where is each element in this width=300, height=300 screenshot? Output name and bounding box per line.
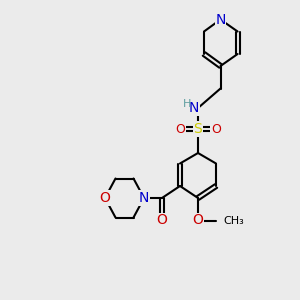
Text: O: O: [211, 122, 221, 136]
Text: H: H: [183, 99, 191, 110]
Text: N: N: [215, 13, 226, 26]
Text: O: O: [100, 191, 110, 205]
Text: O: O: [157, 214, 167, 227]
Text: N: N: [139, 191, 149, 205]
Text: CH₃: CH₃: [224, 215, 244, 226]
Text: S: S: [194, 122, 202, 136]
Text: O: O: [175, 122, 185, 136]
Text: N: N: [189, 101, 199, 115]
Text: O: O: [193, 214, 203, 227]
